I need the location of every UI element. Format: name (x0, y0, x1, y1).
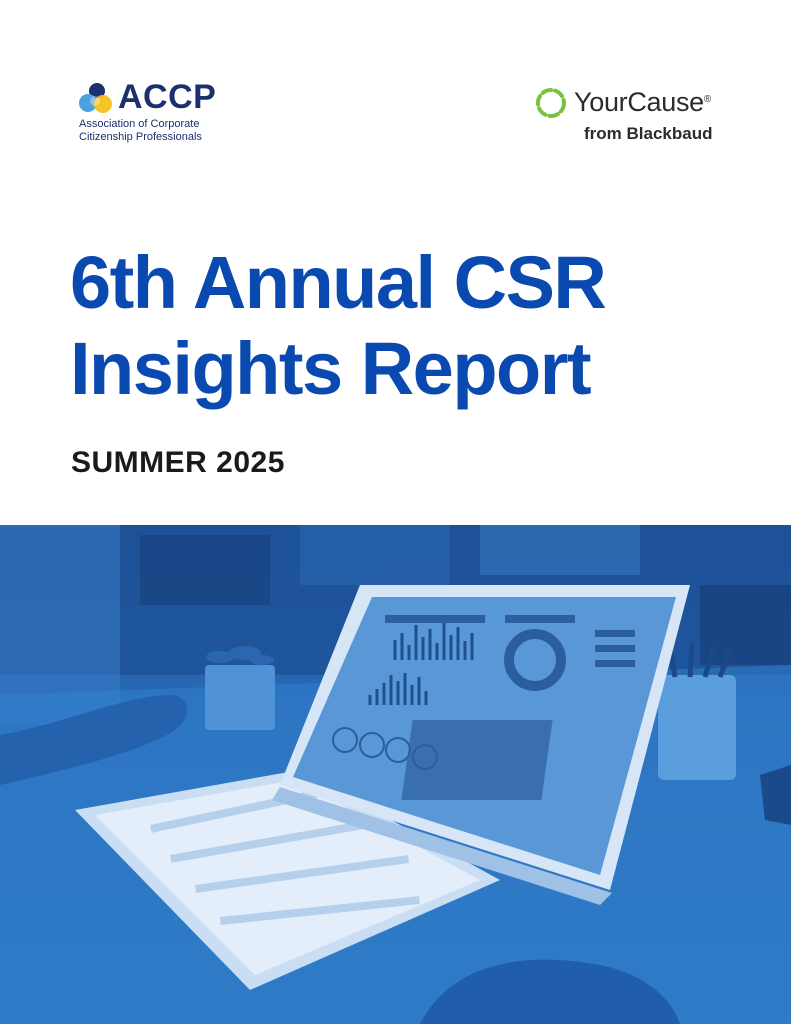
report-title: 6th Annual CSR Insights Report (70, 240, 760, 412)
laptop-dashboard-photo (0, 525, 791, 1024)
yourcause-wordmark: YourCause (574, 87, 704, 117)
report-edition: SUMMER 2025 (71, 446, 285, 479)
registered-mark: ® (703, 94, 711, 105)
accp-subtitle: Association of Corporate Citizenship Pro… (79, 118, 202, 143)
yourcause-logo: YourCause® from Blackbaud (534, 84, 744, 146)
yourcause-wordmark-line: YourCause® (574, 86, 711, 118)
yourcause-ring-icon (536, 88, 566, 118)
accp-circles-icon (79, 83, 112, 113)
yourcause-subtitle: from Blackbaud (584, 124, 713, 143)
laptop-illustration (0, 525, 791, 1024)
accp-logo: ACCP Association of Corporate Citizenshi… (78, 80, 278, 150)
report-title-line-1: 6th Annual CSR (70, 241, 607, 324)
accp-wordmark: ACCP (118, 78, 217, 116)
report-title-line-2: Insights Report (70, 327, 592, 410)
